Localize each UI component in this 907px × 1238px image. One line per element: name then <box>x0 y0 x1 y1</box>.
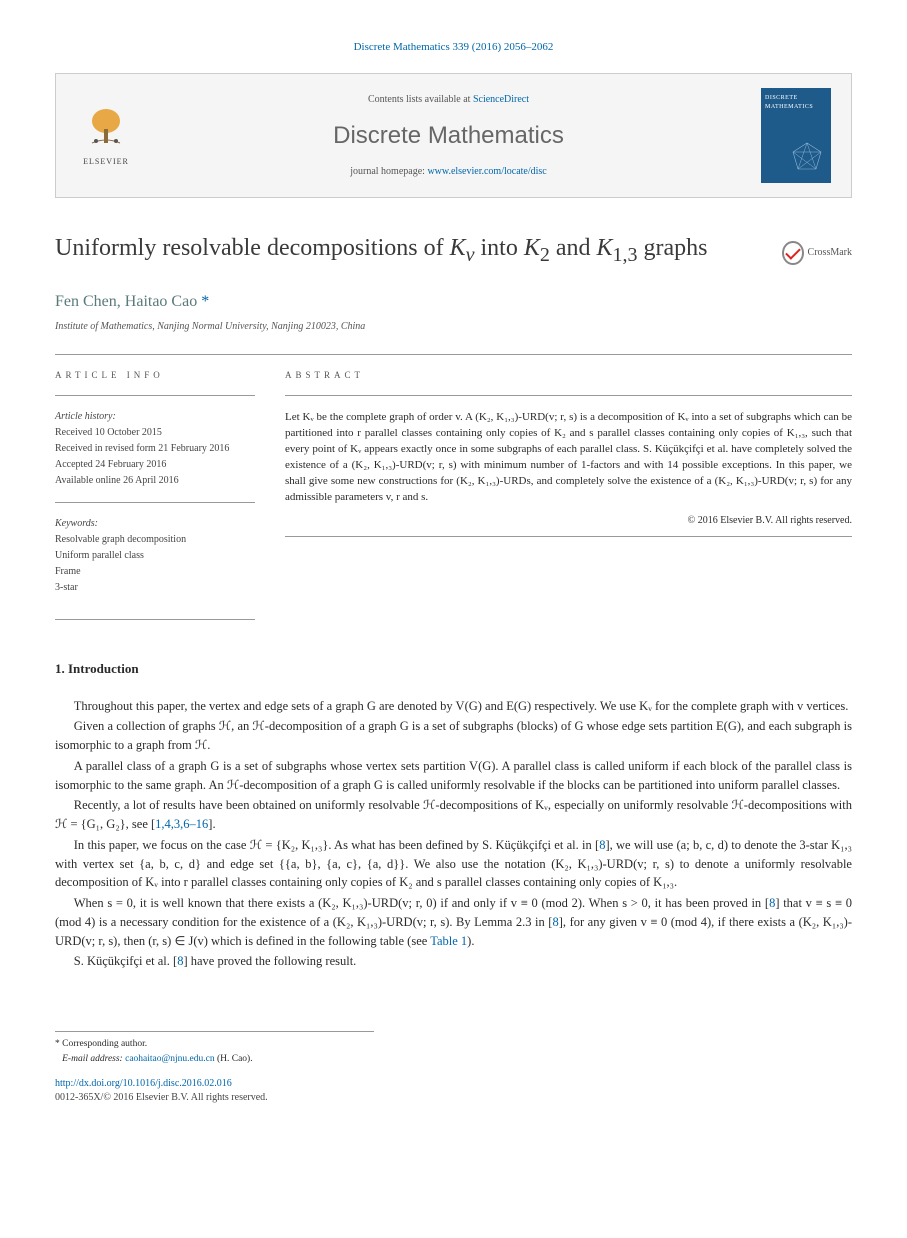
crossmark-badge[interactable]: CrossMark <box>782 233 852 273</box>
paragraph: Given a collection of graphs ℋ, an ℋ-dec… <box>55 717 852 755</box>
email-link[interactable]: caohaitao@njnu.edu.cn <box>125 1054 214 1064</box>
info-heading: article info <box>55 369 255 382</box>
elsevier-tree-icon <box>82 105 130 153</box>
keyword: Frame <box>55 565 255 579</box>
paragraph: Throughout this paper, the vertex and ed… <box>55 697 852 716</box>
elsevier-label: ELSEVIER <box>83 156 129 167</box>
homepage-line: journal homepage: www.elsevier.com/locat… <box>156 165 741 179</box>
email-note: E-mail address: caohaitao@njnu.edu.cn (H… <box>55 1053 374 1066</box>
keyword: 3-star <box>55 581 255 595</box>
affiliation: Institute of Mathematics, Nanjing Normal… <box>55 320 852 334</box>
abstract: abstract Let Kᵥ be the complete graph of… <box>285 369 852 610</box>
paragraph: When s = 0, it is well known that there … <box>55 894 852 950</box>
doi-link[interactable]: http://dx.doi.org/10.1016/j.disc.2016.02… <box>55 1078 232 1089</box>
keyword: Uniform parallel class <box>55 549 255 563</box>
elsevier-logo[interactable]: ELSEVIER <box>76 101 136 171</box>
history-received: Received 10 October 2015 <box>55 426 255 440</box>
cover-graph-icon <box>790 140 825 175</box>
body-text: Throughout this paper, the vertex and ed… <box>55 697 852 972</box>
divider <box>55 354 852 355</box>
paragraph: A parallel class of a graph G is a set o… <box>55 757 852 795</box>
homepage-link[interactable]: www.elsevier.com/locate/disc <box>427 166 546 177</box>
paper-title: Uniformly resolvable decompositions of K… <box>55 233 762 268</box>
journal-header-box: ELSEVIER Contents lists available at Sci… <box>55 73 852 198</box>
sciencedirect-link[interactable]: ScienceDirect <box>473 94 529 105</box>
header-center: Contents lists available at ScienceDirec… <box>136 93 761 179</box>
paragraph: Recently, a lot of results have been obt… <box>55 796 852 834</box>
article-info: article info Article history: Received 1… <box>55 369 255 610</box>
section-heading: 1. Introduction <box>55 660 852 678</box>
history-accepted: Accepted 24 February 2016 <box>55 458 255 472</box>
history-revised: Received in revised form 21 February 201… <box>55 442 255 456</box>
authors: Fen Chen, Haitao Cao * <box>55 291 852 313</box>
keyword: Resolvable graph decomposition <box>55 533 255 547</box>
journal-cover[interactable]: DISCRETE MATHEMATICS <box>761 88 831 183</box>
paragraph: In this paper, we focus on the case ℋ = … <box>55 836 852 892</box>
crossmark-icon <box>782 241 804 265</box>
header-citation[interactable]: Discrete Mathematics 339 (2016) 2056–206… <box>55 40 852 55</box>
abstract-heading: abstract <box>285 369 852 382</box>
history-label: Article history: <box>55 410 255 424</box>
corresponding-mark[interactable]: * <box>201 293 209 310</box>
paragraph: S. Küçükçifçi et al. [8] have proved the… <box>55 952 852 971</box>
author-1[interactable]: Fen Chen <box>55 293 117 310</box>
table-link[interactable]: Table 1 <box>430 934 467 948</box>
keywords-label: Keywords: <box>55 517 255 531</box>
abstract-text: Let Kᵥ be the complete graph of order v.… <box>285 410 852 506</box>
journal-name: Discrete Mathematics <box>156 119 741 153</box>
issn-line: 0012-365X/© 2016 Elsevier B.V. All right… <box>55 1091 852 1105</box>
copyright: © 2016 Elsevier B.V. All rights reserved… <box>285 514 852 528</box>
ref-link[interactable]: 1,4,3,6–16 <box>155 817 208 831</box>
doi-line: http://dx.doi.org/10.1016/j.disc.2016.02… <box>55 1077 852 1091</box>
author-2[interactable]: Haitao Cao <box>125 293 197 310</box>
history-online: Available online 26 April 2016 <box>55 474 255 488</box>
footnotes: * Corresponding author. E-mail address: … <box>55 1031 374 1067</box>
corresponding-note: * Corresponding author. <box>55 1038 374 1051</box>
contents-line: Contents lists available at ScienceDirec… <box>156 93 741 107</box>
